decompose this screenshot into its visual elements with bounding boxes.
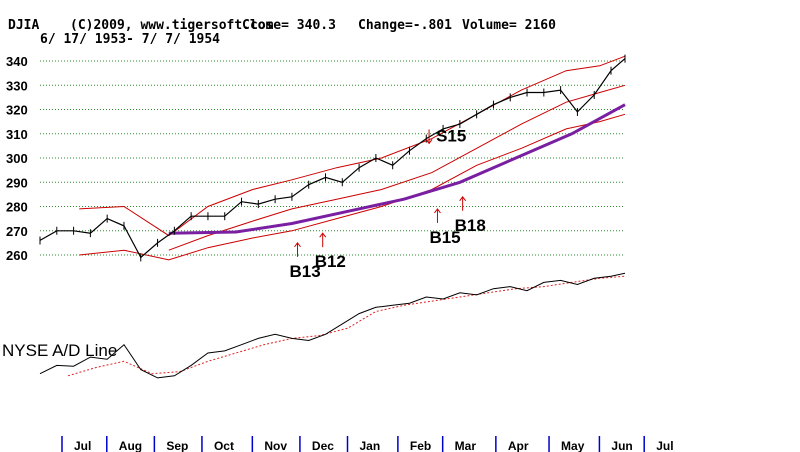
ad-line: [39, 272, 626, 379]
y-tick-label: 340: [6, 54, 28, 69]
signal-arrowhead: [294, 242, 301, 248]
y-axis-ticks: 340 330 320 310 300 290 280 270 260: [6, 54, 28, 263]
price-line: [39, 58, 626, 259]
header-date-range: 6/ 17/ 1953- 7/ 7/ 1954: [40, 32, 220, 47]
y-tick-label: 330: [6, 78, 28, 93]
signal-arrowhead: [459, 195, 467, 202]
month-label: Dec: [312, 439, 334, 452]
month-label: Sep: [166, 439, 188, 452]
month-label: Jan: [360, 439, 381, 452]
y-tick-label: 260: [6, 248, 28, 263]
month-label: Jul: [656, 439, 673, 452]
header-symbol: DJIA: [8, 18, 39, 33]
signal-arrowhead: [319, 232, 327, 238]
y-tick-label: 270: [6, 224, 28, 239]
month-label: Jun: [611, 439, 632, 452]
signal-label: B13: [290, 262, 321, 281]
y-tick-label: 300: [6, 151, 28, 166]
header-change: Change=-.801: [358, 18, 452, 33]
header-close: Close= 340.3: [242, 18, 336, 33]
month-label: Jul: [74, 439, 91, 452]
ad-moving-average: [67, 275, 626, 377]
month-label: Oct: [214, 439, 234, 452]
price-series: [39, 54, 626, 262]
lower-band-line: [79, 113, 626, 261]
month-label: Aug: [119, 439, 142, 452]
y-tick-label: 310: [6, 127, 28, 142]
month-label: May: [561, 439, 585, 452]
signal-label: S15: [436, 126, 466, 145]
ad-line-series: [39, 272, 626, 379]
month-label: Feb: [410, 439, 431, 452]
header-copyright: (C)2009, www.tigersoft.com: [70, 18, 274, 33]
y-tick-label: 320: [6, 103, 28, 118]
signal-arrowhead: [434, 208, 441, 214]
month-axis: Jul Aug Sep Oct Nov Dec Jan Feb Mar Apr May Jun Jul: [61, 436, 674, 452]
month-label: Apr: [508, 439, 529, 452]
y-tick-label: 290: [6, 175, 28, 190]
signal-arrowhead: [425, 139, 433, 145]
ad-line-label: NYSE A/D Line: [2, 341, 117, 360]
signal-label: B18: [455, 216, 486, 235]
y-tick-label: 280: [6, 200, 28, 215]
month-label: Nov: [264, 439, 287, 452]
signal-label: B12: [315, 252, 346, 271]
gridlines: [40, 60, 625, 256]
middle-band-line: [168, 84, 626, 251]
moving-average-line: [168, 103, 626, 235]
month-label: Mar: [455, 439, 477, 452]
header-volume: Volume= 2160: [462, 18, 556, 33]
signal-label: B15: [429, 228, 460, 247]
